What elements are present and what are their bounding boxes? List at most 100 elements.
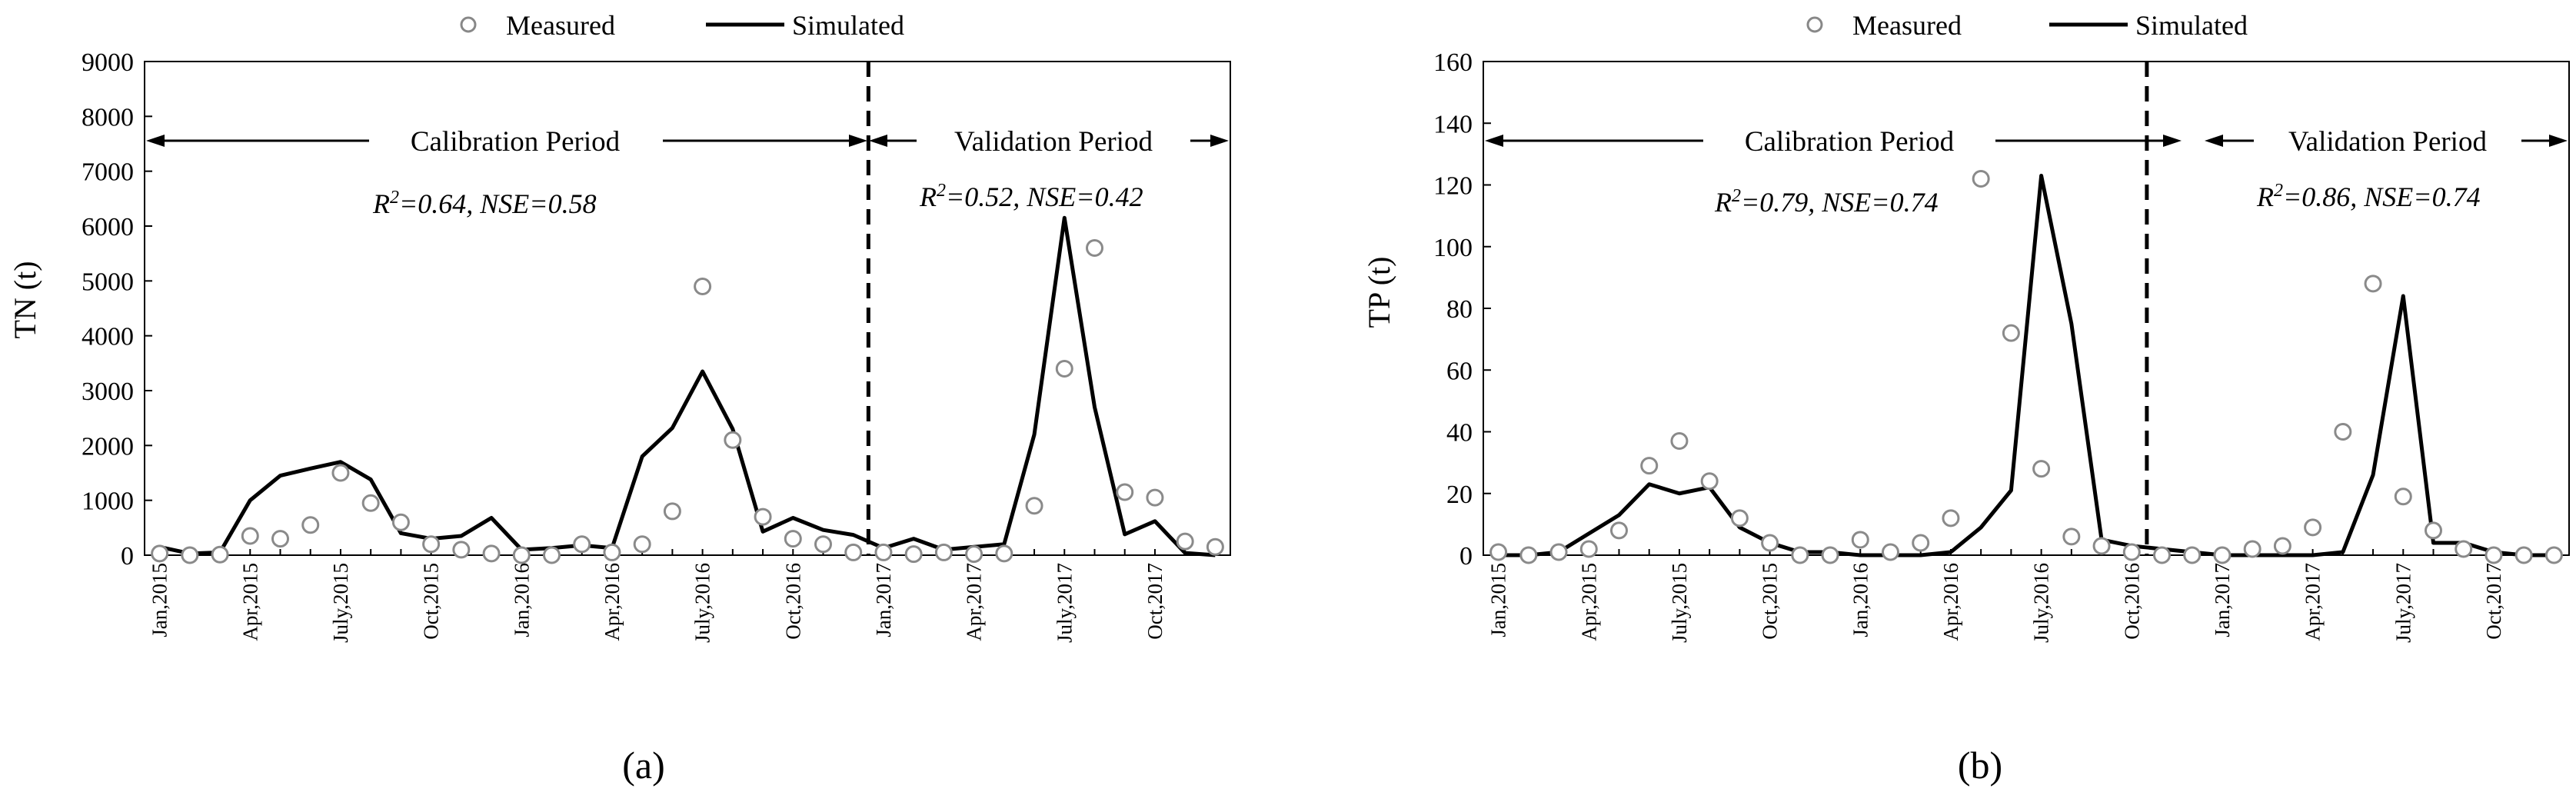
measured-point xyxy=(331,464,350,482)
calibration-nse-value: 0.58 xyxy=(548,188,597,219)
measured-point xyxy=(151,544,169,563)
validation-arrow-left-head xyxy=(869,135,887,147)
data-series xyxy=(151,215,1224,564)
measured-point xyxy=(1579,540,1598,558)
measured-point xyxy=(1146,488,1164,507)
measured-point xyxy=(573,535,591,554)
y-tick-label: 1000 xyxy=(82,488,134,516)
measured-point xyxy=(241,527,259,545)
measured-point xyxy=(512,546,531,564)
calibration-period-label: Calibration Period xyxy=(411,126,621,158)
measured-point xyxy=(1761,534,1779,552)
measured-point xyxy=(784,530,802,548)
x-tick-label: Jan,2016 xyxy=(510,563,533,637)
measured-point xyxy=(2062,527,2081,546)
calibration-arrow-left-head xyxy=(146,135,165,147)
panel-label: (a) xyxy=(622,744,665,787)
measured-point xyxy=(1882,543,1899,561)
x-tick-label: Apr,2016 xyxy=(601,563,624,641)
measured-point xyxy=(844,543,863,561)
measured-point xyxy=(2153,546,2171,564)
validation-stats: R2=0.86, NSE=0.74 xyxy=(2256,181,2481,212)
legend: Measured Simulated xyxy=(1806,10,2248,41)
measured-point xyxy=(1116,483,1134,501)
measured-point xyxy=(2002,324,2020,342)
measured-point xyxy=(2183,546,2202,564)
y-axis-label: TP (t) xyxy=(1362,257,1396,328)
x-tick-label: Apr,2015 xyxy=(1577,563,1600,641)
measured-point xyxy=(934,543,953,561)
y-tick-label: 3000 xyxy=(82,378,134,406)
chart-b-svg: Measured Simulated TP (t) 0 20 40 60 80 100 12… xyxy=(1362,10,2570,787)
legend-measured-label: Measured xyxy=(506,10,615,41)
measured-point xyxy=(2092,537,2111,555)
y-tick-label: 160 xyxy=(1433,48,1473,77)
measured-point xyxy=(663,502,681,521)
x-tick-label: Jan,2017 xyxy=(872,563,895,637)
x-tick-label: Apr,2016 xyxy=(1939,563,1962,641)
measured-point xyxy=(2273,537,2291,555)
measured-point xyxy=(2213,546,2232,564)
x-tick-label: Apr,2017 xyxy=(963,563,986,641)
calibration-stats: R2=0.64, NSE=0.58 xyxy=(372,188,597,219)
measured-point xyxy=(1791,546,1809,564)
measured-point xyxy=(1640,457,1659,475)
plot-frame xyxy=(144,61,1231,556)
x-tick-label: Oct,2017 xyxy=(1143,563,1167,640)
measured-point xyxy=(1086,239,1103,258)
y-tick-label: 5000 xyxy=(82,268,134,296)
x-tick-label: Jan,2017 xyxy=(2211,563,2234,637)
calibration-period-label: Calibration Period xyxy=(1745,126,1955,158)
measured-point xyxy=(482,544,501,563)
legend-measured-label: Measured xyxy=(1852,10,1962,41)
x-tick-label: July,2016 xyxy=(2030,563,2053,643)
x-tick-label: July,2017 xyxy=(2391,563,2415,643)
x-tick-label: Apr,2015 xyxy=(238,563,261,641)
measured-point xyxy=(965,545,983,564)
measured-point xyxy=(361,494,380,512)
measured-point xyxy=(1206,537,1224,556)
validation-arrow-right-head xyxy=(1210,135,1229,147)
x-tick-label: Jan,2015 xyxy=(1487,563,1510,637)
measured-point xyxy=(452,541,471,559)
simulated-line xyxy=(1498,173,2554,557)
validation-period-label: Validation Period xyxy=(2288,126,2487,158)
x-tick-label: July,2016 xyxy=(691,563,714,643)
calibration-arrow xyxy=(146,135,867,147)
validation-r2-value: 0.52 xyxy=(964,181,1013,212)
measured-point xyxy=(2304,518,2322,537)
validation-arrow-right-head xyxy=(2549,135,2568,147)
measured-point xyxy=(2484,546,2503,564)
chart-panel-a: Measured Simulated TN (t) 0 1000 2000 3000 4… xyxy=(0,0,1288,808)
measured-point xyxy=(2364,275,2382,293)
y-tick-label: 60 xyxy=(1446,357,1473,385)
x-tick-label: Oct,2015 xyxy=(420,563,443,640)
measured-point xyxy=(2334,423,2352,441)
measured-point xyxy=(2544,546,2563,564)
y-tick-label: 0 xyxy=(121,542,134,571)
x-tick-label: Jan,2016 xyxy=(1849,563,1872,637)
measured-point xyxy=(1942,509,1960,527)
measured-point xyxy=(1519,546,1538,564)
x-axis: Jan,2015 Apr,2015 July,2015 Oct,2015 Jan,201… xyxy=(148,549,1216,643)
y-axis-label: TN (t) xyxy=(8,261,42,338)
measured-point xyxy=(904,545,923,564)
measured-point xyxy=(1851,531,1869,549)
y-tick-label: 80 xyxy=(1446,295,1473,324)
x-tick-label: Oct,2016 xyxy=(2120,563,2143,640)
measured-point xyxy=(603,543,621,561)
measured-point xyxy=(1821,546,1839,564)
measured-point xyxy=(995,544,1013,563)
y-tick-label: 120 xyxy=(1433,172,1473,201)
measured-point xyxy=(694,277,712,295)
measured-point xyxy=(211,545,229,564)
panel-label: (b) xyxy=(1958,744,2002,787)
measured-point xyxy=(2455,540,2473,558)
x-tick-label: July,2015 xyxy=(329,563,352,643)
calibration-arrow-left-head xyxy=(1485,135,1503,147)
measured-point xyxy=(1730,509,1749,527)
measured-point xyxy=(543,546,561,564)
measured-point xyxy=(1549,543,1568,561)
legend-simulated-label: Simulated xyxy=(792,10,904,41)
validation-arrow xyxy=(2205,135,2568,147)
